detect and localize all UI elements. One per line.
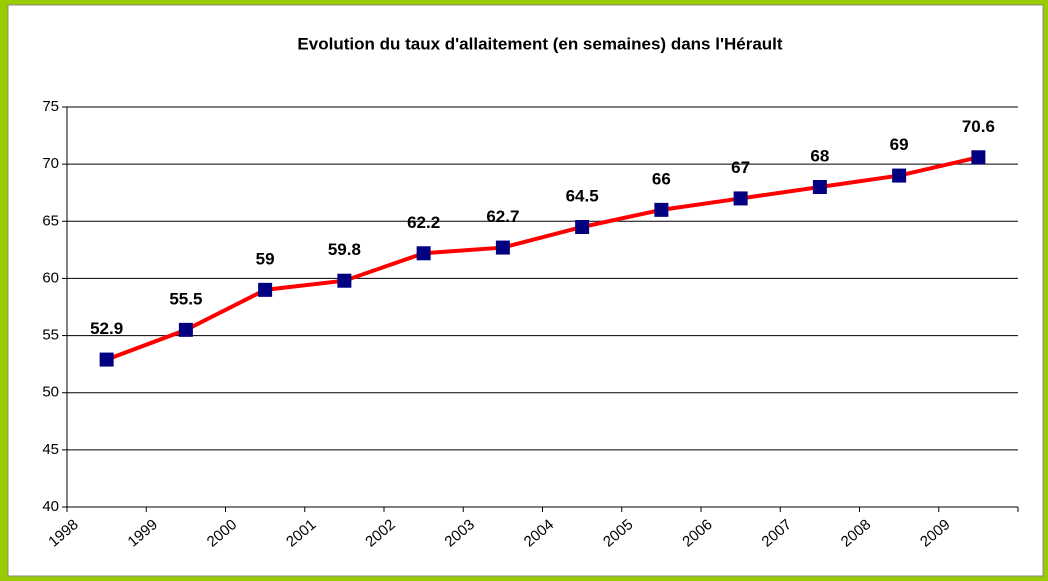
data-label: 69 [890, 135, 909, 154]
y-tick-label: 60 [42, 269, 59, 286]
chart-background [7, 4, 1044, 577]
y-tick-label: 75 [42, 98, 59, 115]
y-tick-label: 50 [42, 384, 59, 401]
y-tick-label: 70 [42, 155, 59, 172]
marker [812, 180, 827, 194]
data-label: 64.5 [566, 186, 599, 205]
data-label: 66 [652, 169, 671, 188]
marker [258, 282, 273, 297]
marker [892, 168, 907, 183]
line [105, 155, 979, 362]
y-tick-label: 45 [42, 441, 59, 458]
data-label: 55.5 [169, 289, 202, 308]
marker [733, 191, 748, 206]
chart-title: Evolution du taux d'allaitement (en sema… [297, 34, 782, 53]
marker [575, 220, 590, 234]
marker [178, 322, 193, 337]
marker [416, 246, 431, 261]
data-label: 68 [810, 146, 829, 165]
marker [495, 240, 510, 255]
marker [99, 352, 114, 367]
marker [337, 273, 352, 288]
marker [654, 202, 669, 217]
data-label: 62.2 [407, 213, 440, 232]
data-label: 59 [256, 249, 275, 268]
marker [971, 150, 986, 165]
data-label: 62.7 [486, 207, 519, 226]
data-label: 59.8 [328, 240, 361, 259]
y-tick-label: 65 [42, 212, 59, 229]
data-label: 67 [731, 158, 750, 177]
y-tick-label: 55 [42, 327, 59, 344]
data-label: 70.6 [962, 117, 995, 136]
y-tick-label: 40 [42, 498, 59, 515]
data-label: 52.9 [90, 319, 123, 338]
